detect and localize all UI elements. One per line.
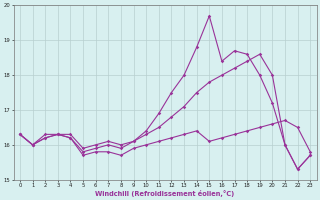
- X-axis label: Windchill (Refroidissement éolien,°C): Windchill (Refroidissement éolien,°C): [95, 190, 235, 197]
